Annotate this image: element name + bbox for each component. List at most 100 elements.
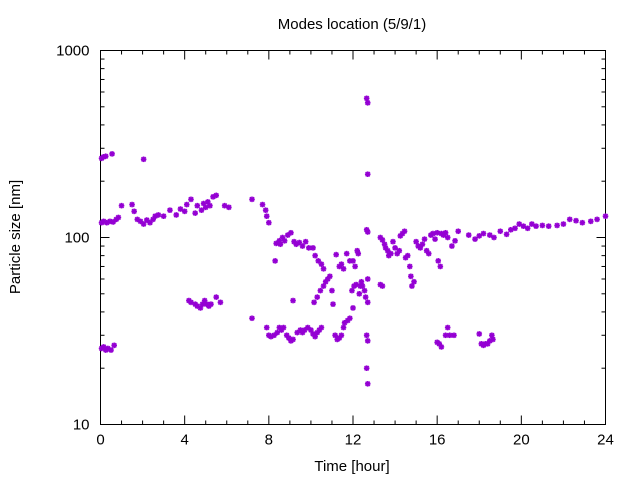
data-point (311, 300, 317, 306)
data-point (321, 266, 327, 272)
data-point (540, 223, 546, 229)
data-point (365, 338, 371, 344)
data-point (533, 223, 539, 229)
data-point (314, 294, 320, 300)
data-point (352, 264, 358, 270)
data-point (282, 238, 288, 244)
data-point (365, 300, 371, 306)
x-tick-label: 8 (265, 432, 273, 449)
data-point (355, 251, 361, 257)
data-point (353, 282, 359, 288)
data-point (491, 235, 497, 241)
data-point (213, 294, 219, 300)
data-point (445, 325, 451, 331)
data-point (108, 347, 114, 353)
data-point (173, 212, 179, 218)
data-point (272, 258, 278, 264)
data-point (208, 301, 214, 307)
data-point (207, 203, 213, 209)
data-point (451, 332, 457, 338)
data-point (380, 283, 386, 289)
data-point (364, 96, 370, 102)
data-point (439, 344, 445, 350)
data-point (350, 305, 356, 311)
x-tick-label: 12 (345, 432, 362, 449)
data-point (182, 209, 188, 215)
data-point (359, 279, 365, 285)
data-point (194, 203, 200, 209)
data-point (192, 210, 198, 216)
x-tick-label: 16 (429, 432, 446, 449)
data-point (466, 232, 472, 238)
data-point (452, 238, 458, 244)
data-point (365, 381, 371, 387)
data-point (426, 251, 432, 257)
data-point (438, 264, 444, 270)
data-point (388, 251, 394, 257)
data-point (213, 193, 219, 199)
data-point (156, 212, 162, 218)
data-point (263, 207, 269, 213)
data-point (422, 236, 428, 242)
data-point (260, 202, 266, 208)
data-point (362, 288, 368, 294)
data-point (365, 276, 371, 282)
data-point (188, 197, 194, 203)
data-point (341, 325, 347, 331)
data-point (363, 294, 369, 300)
data-point (318, 288, 324, 294)
data-point (330, 301, 336, 307)
data-point (249, 315, 255, 321)
data-point (365, 229, 371, 235)
data-point (364, 365, 370, 371)
x-tick-label: 4 (180, 432, 188, 449)
data-point (432, 236, 438, 242)
data-point (290, 337, 296, 343)
data-point (365, 100, 371, 106)
data-point (497, 228, 503, 234)
data-point (445, 235, 451, 241)
data-point (319, 325, 325, 331)
data-point (199, 207, 205, 213)
data-point (449, 243, 455, 249)
data-point (329, 288, 335, 294)
data-point (455, 228, 461, 234)
data-point (411, 279, 417, 285)
data-point (350, 258, 356, 264)
data-point (264, 213, 270, 219)
data-point (281, 325, 287, 331)
data-point (392, 245, 398, 251)
data-point (561, 221, 567, 227)
data-point (341, 266, 347, 272)
data-point (218, 300, 224, 306)
data-point (226, 205, 232, 211)
x-tick-label: 0 (96, 432, 104, 449)
data-point (266, 220, 272, 226)
data-point (554, 223, 560, 229)
data-point (580, 220, 586, 226)
data-point (396, 248, 402, 254)
data-point (435, 258, 441, 264)
data-point (481, 231, 487, 237)
y-axis-label: Particle size [nm] (7, 180, 24, 294)
data-point (490, 337, 496, 343)
data-point (119, 203, 125, 209)
data-point (288, 230, 294, 236)
x-axis-label: Time [hour] (314, 458, 389, 475)
data-point (264, 325, 270, 331)
data-point (365, 171, 371, 177)
data-point (184, 202, 190, 208)
data-point (594, 217, 600, 223)
data-point (103, 153, 109, 159)
data-point (357, 291, 363, 297)
data-point (141, 156, 147, 162)
data-point (504, 232, 510, 238)
y-tick-label: 1000 (56, 43, 89, 60)
data-point (408, 274, 414, 280)
data-point (390, 239, 396, 245)
data-point (407, 264, 413, 270)
data-point (111, 343, 117, 349)
data-point (300, 243, 306, 249)
